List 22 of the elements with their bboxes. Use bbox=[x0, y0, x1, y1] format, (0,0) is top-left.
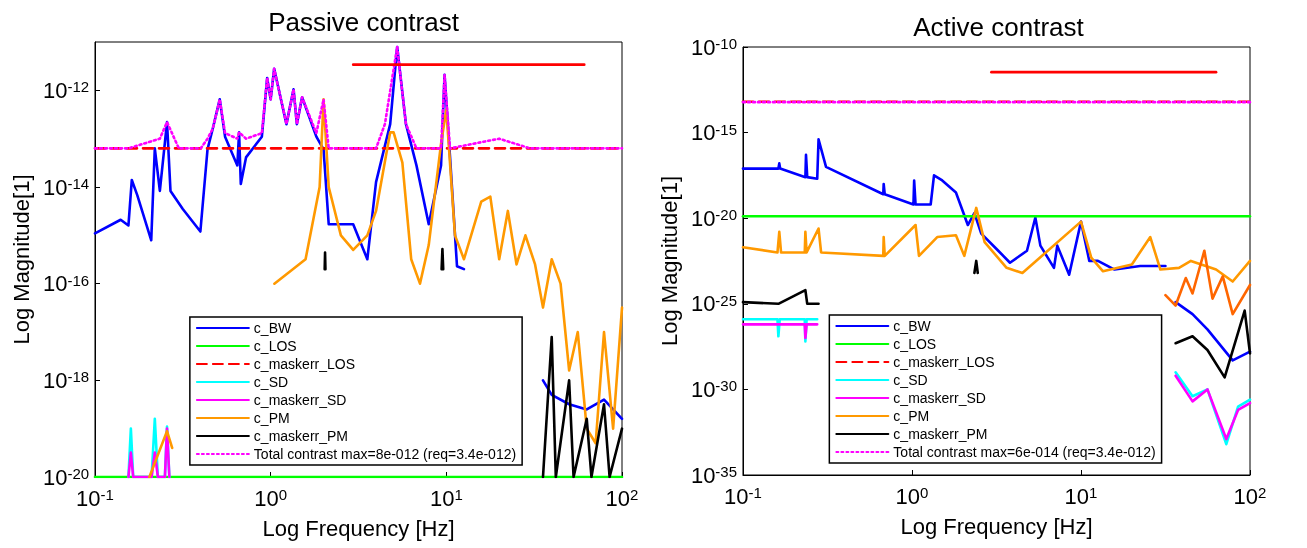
x-axis-title: Log Frequency [Hz] bbox=[900, 513, 1093, 539]
legend-label: c_LOS bbox=[893, 336, 937, 352]
legend-label: c_maskerr_SD bbox=[893, 390, 986, 406]
legend-label: Total contrast max=8e-012 (req=3.4e-012) bbox=[253, 446, 517, 462]
chart-title: Passive contrast bbox=[268, 7, 460, 37]
legend-label: Total contrast max=6e-014 (req=3.4e-012) bbox=[893, 444, 1156, 460]
y-axis-title: Log Magnitude[1] bbox=[8, 174, 34, 345]
legend-label: c_BW bbox=[893, 318, 932, 334]
legend-label: c_SD bbox=[893, 372, 928, 388]
legend-label: c_PM bbox=[253, 410, 290, 426]
legend-label: c_maskerr_PM bbox=[253, 428, 348, 444]
legend-label: c_PM bbox=[893, 408, 930, 424]
legend-label: c_maskerr_PM bbox=[893, 426, 988, 442]
legend-label: c_maskerr_LOS bbox=[893, 354, 995, 370]
legend-label: c_LOS bbox=[253, 338, 297, 354]
legend-label: c_maskerr_LOS bbox=[253, 356, 356, 372]
y-axis-title: Log Magnitude[1] bbox=[656, 175, 682, 347]
chart-title: Active contrast bbox=[913, 12, 1085, 42]
legend-label: c_SD bbox=[253, 374, 289, 390]
x-axis-title: Log Frequency [Hz] bbox=[262, 515, 455, 541]
legend-label: c_maskerr_SD bbox=[253, 392, 347, 408]
legend-label: c_BW bbox=[253, 320, 292, 336]
